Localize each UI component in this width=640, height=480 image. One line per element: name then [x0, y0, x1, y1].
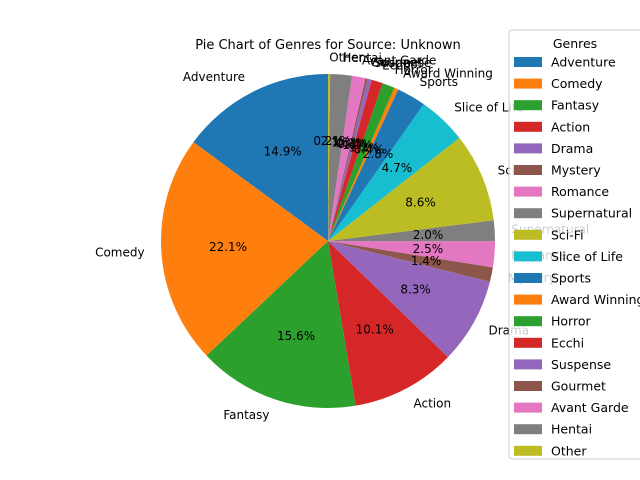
legend-swatch-adventure — [514, 57, 542, 67]
pie-slice-avant-garde — [328, 75, 366, 242]
pie-percent-label: 2.1% — [321, 134, 352, 148]
pie-category-label: Award Winning — [403, 66, 493, 80]
legend-swatch-slice-of-life — [514, 251, 542, 262]
pie-category-label: Horror — [395, 63, 433, 77]
pie-slice-other — [328, 74, 331, 241]
legend-label: Hentai — [551, 422, 592, 437]
legend-swatch-ecchi — [514, 337, 542, 348]
legend-label: Comedy — [551, 76, 603, 91]
legend-items: Adventure Comedy Fantasy Action Drama Mystery… — [514, 55, 640, 458]
legend-label: Sci-Fi — [551, 227, 584, 242]
legend-swatch-horror — [514, 316, 542, 327]
legend-label: Action — [551, 119, 590, 134]
pie-slice-gourmet — [328, 78, 368, 241]
pie-category-label: Comedy — [95, 245, 145, 259]
legend-swatch-award-winning — [514, 294, 542, 305]
legend: Genres Adventure Comedy Fantasy Action Drama… — [508, 29, 640, 460]
pie-category-label: Other — [329, 50, 363, 64]
pie-category-label: Action — [414, 397, 452, 411]
legend-swatch-mystery — [514, 165, 542, 175]
legend-label: Award Winning — [551, 292, 640, 307]
pie-category-label: Fantasy — [223, 408, 269, 422]
legend-label: Sports — [551, 271, 591, 286]
pie-slice-action — [328, 241, 449, 406]
pie-slice-drama — [328, 241, 490, 358]
legend-swatch-gourmet — [514, 381, 542, 391]
pie-slice-award-winning — [328, 87, 399, 241]
legend-label: Other — [551, 443, 587, 458]
pie-percent-label: 15.6% — [277, 329, 315, 343]
pie-percent-label: 2.0% — [413, 228, 444, 242]
legend-label: Supernatural — [551, 206, 632, 221]
pie-percent-label: 2.5% — [413, 242, 444, 256]
pie-category-label: Ecchi — [382, 58, 414, 72]
pie-slice-sports — [328, 89, 424, 241]
pie-percent-label: 10.1% — [356, 323, 394, 337]
legend-title: Genres — [553, 36, 597, 51]
legend-frame — [508, 29, 640, 460]
pie-slice-supernatural — [328, 220, 495, 242]
legend-swatch-other — [514, 445, 542, 456]
pie-percent-label: 8.6% — [405, 196, 436, 210]
pie-slice-romance — [328, 241, 495, 268]
pie-category-label: Suspense — [374, 56, 432, 70]
pie-category-label: Slice of Life — [454, 101, 523, 115]
pie-category-label: Gourmet — [370, 55, 423, 69]
legend-label: Mystery — [551, 163, 601, 178]
pie-percent-label: 0.4% — [354, 143, 385, 157]
legend-label: Slice of Life — [551, 249, 623, 264]
legend-label: Suspense — [551, 357, 611, 372]
pie-percent-label: 1.4% — [411, 254, 442, 268]
pie-percent-label: 1.2% — [349, 141, 380, 155]
legend-label: Ecchi — [551, 335, 584, 350]
legend-swatch-supernatural — [514, 208, 542, 219]
legend-label: Drama — [551, 141, 593, 156]
pie-category-label: Hentai — [342, 51, 381, 65]
pie-percent-label: 1.1% — [342, 138, 373, 152]
pie-percent-label: 22.1% — [209, 240, 247, 254]
pie-percent-label: 0.4% — [338, 137, 369, 151]
pie-slice-slice-of-life — [328, 104, 460, 241]
pie-slice-ecchi — [328, 79, 383, 241]
pie-category-label: Sports — [420, 75, 458, 89]
pie-slice-suspense — [328, 78, 372, 241]
legend-label: Gourmet — [551, 379, 606, 394]
pie-percent-label: 4.7% — [382, 161, 413, 175]
legend-swatch-avant-garde — [514, 402, 542, 413]
pie-percent-label: 14.9% — [264, 145, 302, 159]
pie-slice-comedy — [161, 142, 328, 356]
legend-label: Horror — [551, 314, 591, 329]
legend-label: Romance — [551, 184, 609, 199]
legend-swatch-action — [514, 121, 542, 132]
legend-swatch-suspense — [514, 359, 542, 370]
legend-swatch-romance — [514, 186, 542, 197]
pie-percent-label: 0.2% — [313, 134, 344, 148]
legend-swatch-comedy — [514, 78, 542, 89]
pie-percent-label: 0.2% — [336, 137, 367, 151]
pie-category-label: Avant Garde — [362, 54, 436, 68]
pie-percent-label: 8.3% — [400, 283, 431, 297]
legend-label: Adventure — [551, 55, 616, 70]
pie-percent-labels: 14.9% 22.1% 15.6% 10.1% 8.3% 1.4%2.5%2.0% 8.6%… — [209, 134, 443, 343]
legend-label: Avant Garde — [551, 400, 629, 415]
legend-swatch-fantasy — [514, 100, 542, 111]
pie-slice-fantasy — [206, 241, 356, 408]
legend-swatch-hentai — [514, 424, 542, 435]
legend-label: Fantasy — [551, 98, 600, 113]
pie-slices — [161, 74, 495, 408]
pie-slice-hentai — [328, 74, 353, 241]
pie-slice-adventure — [193, 74, 328, 241]
legend-swatch-sports — [514, 273, 542, 283]
legend-swatch-drama — [514, 143, 542, 154]
chart-title: Pie Chart of Genres for Source: Unknown — [195, 38, 461, 53]
pie-slice-horror — [328, 83, 395, 241]
pie-percent-label: 2.8% — [363, 147, 394, 161]
pie-category-label: Adventure — [183, 70, 245, 84]
pie-slice-sci-fi — [328, 137, 494, 241]
pie-slice-mystery — [328, 241, 493, 282]
pie-percent-label: 1.3% — [331, 136, 362, 150]
legend-swatch-sci-fi — [514, 229, 542, 240]
